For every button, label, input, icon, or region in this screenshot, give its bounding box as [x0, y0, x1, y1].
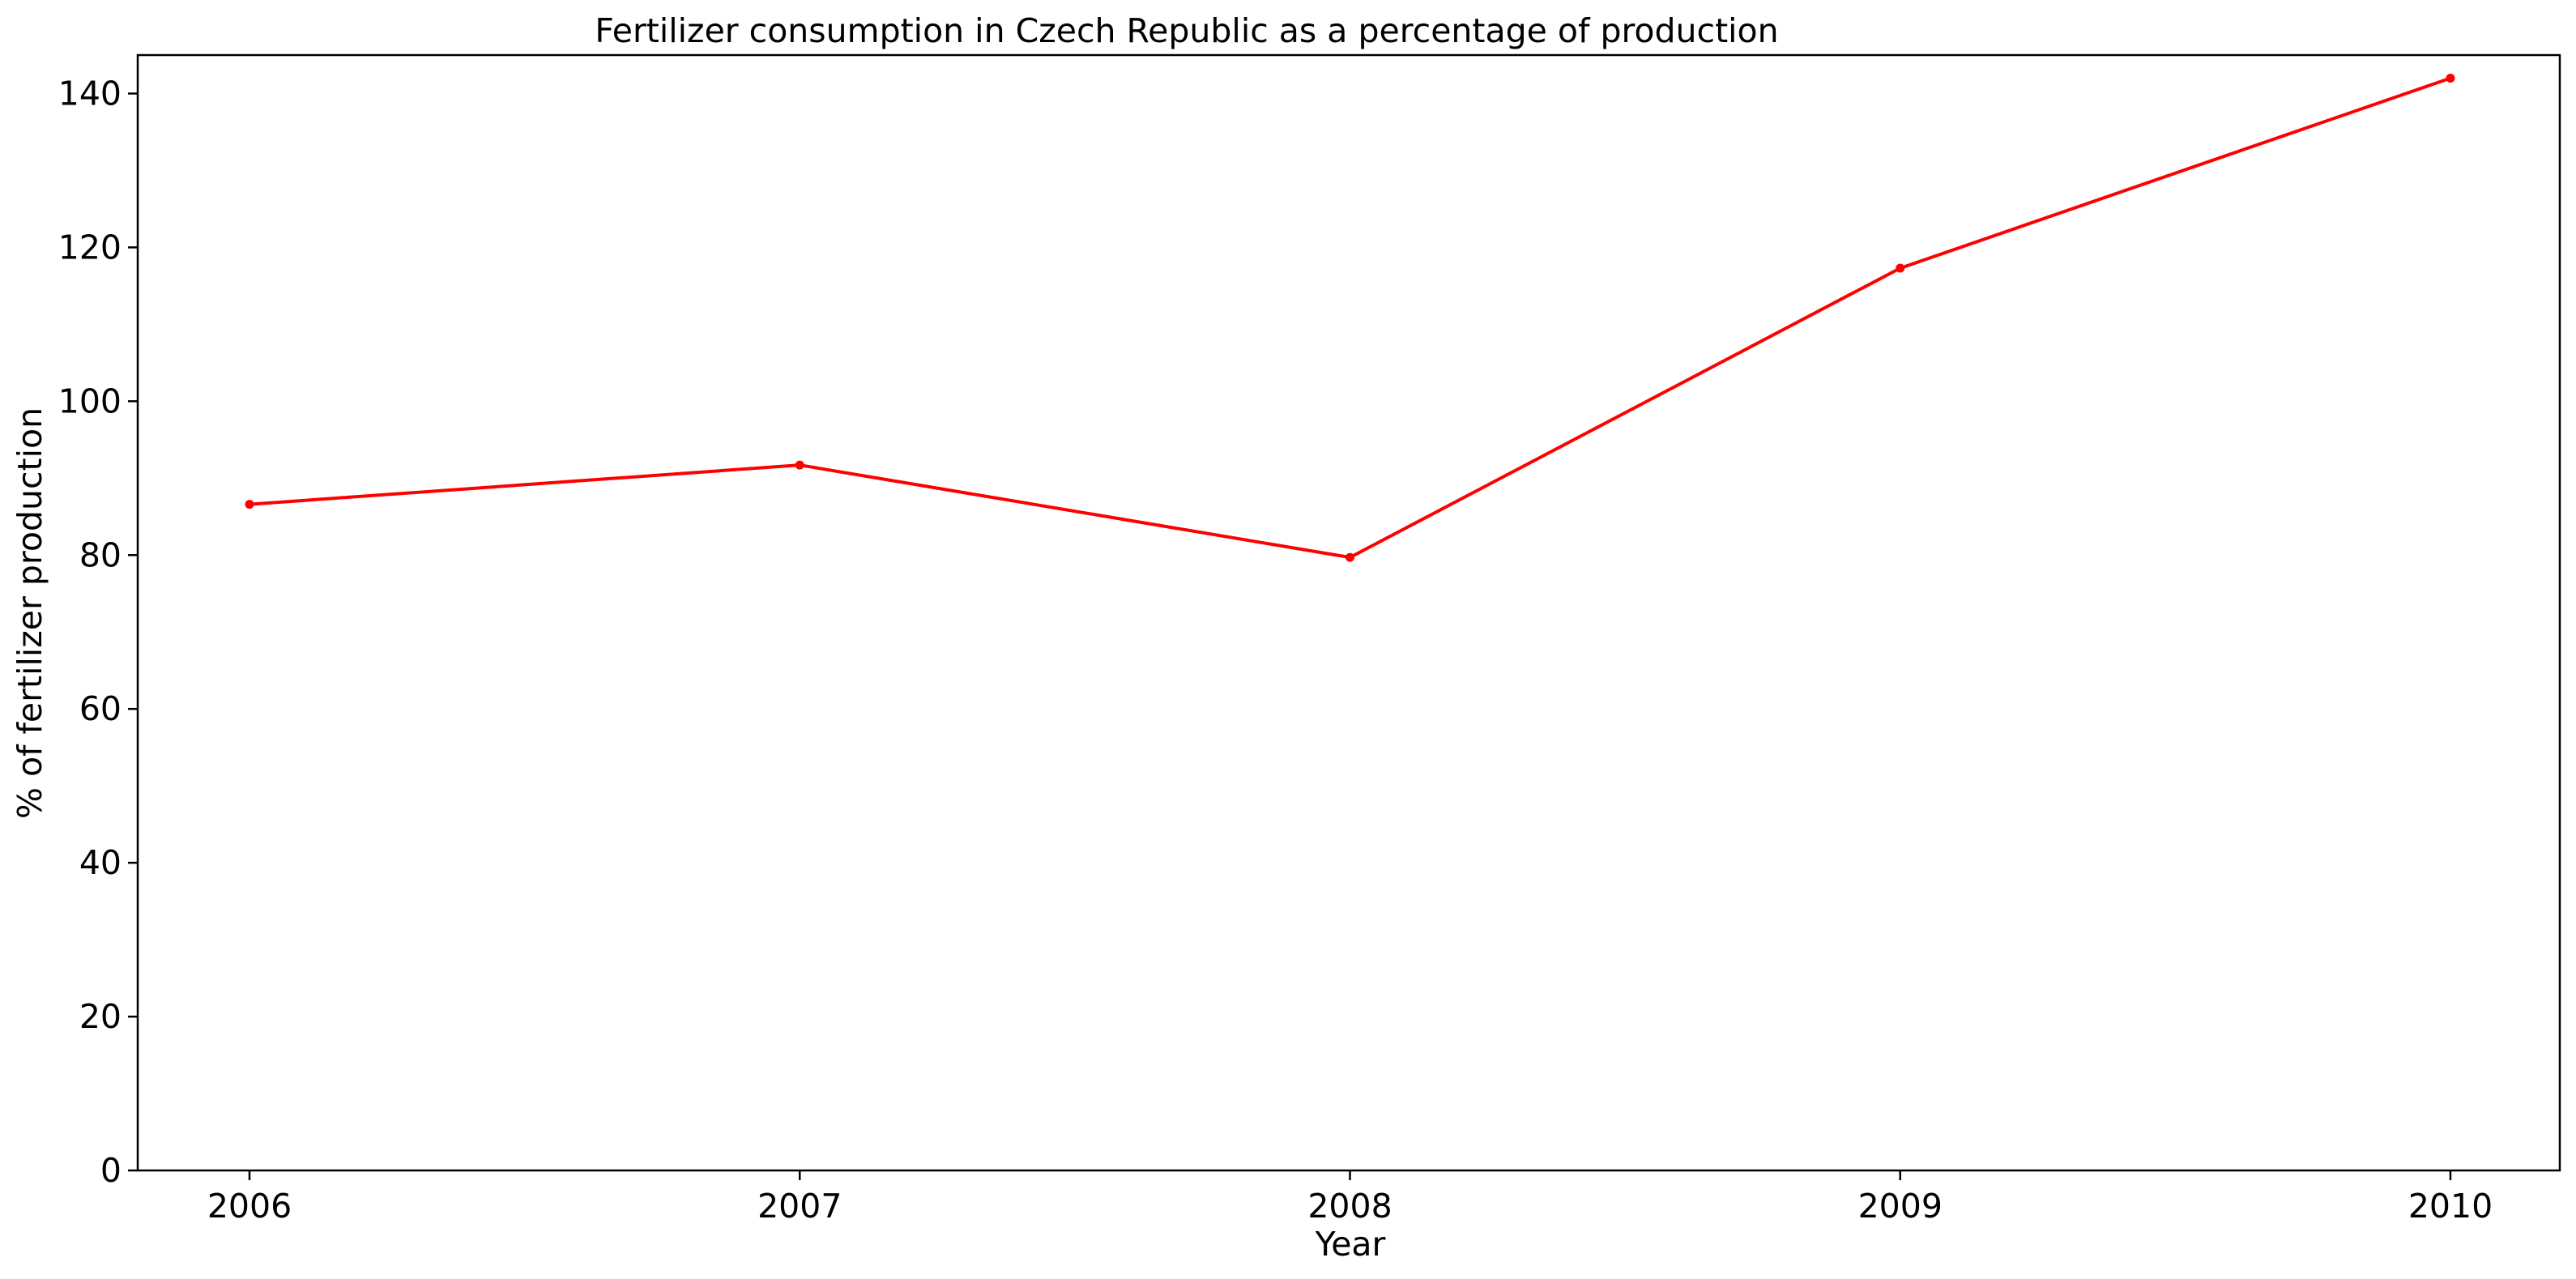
x-axis-ticks: 2006 2007 2008 2009 2010 — [207, 1170, 2493, 1226]
y-tick-label: 80 — [79, 535, 122, 574]
y-tick-label: 120 — [58, 228, 122, 266]
y-tick-label: 140 — [58, 74, 122, 113]
y-axis-label: % of fertilizer production — [11, 407, 49, 819]
y-tick-label: 100 — [58, 382, 122, 420]
data-point — [1346, 552, 1354, 562]
y-tick-label: 40 — [79, 843, 122, 882]
series-line — [249, 76, 2451, 560]
x-tick-label: 2006 — [207, 1187, 292, 1226]
y-tick-label: 60 — [79, 689, 122, 728]
y-axis-ticks: 0 20 40 60 80 100 120 140 — [58, 74, 138, 1190]
y-tick-label: 20 — [79, 997, 122, 1036]
data-point — [795, 460, 804, 470]
x-tick-label: 2010 — [2408, 1187, 2493, 1226]
x-tick-label: 2009 — [1858, 1187, 1943, 1226]
y-tick-label: 0 — [100, 1151, 122, 1190]
chart-title: Fertilizer consumption in Czech Republic… — [595, 11, 1778, 50]
plot-area-frame — [136, 53, 2561, 1172]
data-point — [1896, 263, 1905, 273]
data-point — [2446, 73, 2455, 83]
x-axis-label: Year — [1315, 1225, 1386, 1264]
data-point — [245, 500, 254, 509]
x-tick-label: 2007 — [757, 1187, 842, 1226]
x-tick-label: 2008 — [1307, 1187, 1392, 1226]
data-points — [245, 73, 2455, 562]
